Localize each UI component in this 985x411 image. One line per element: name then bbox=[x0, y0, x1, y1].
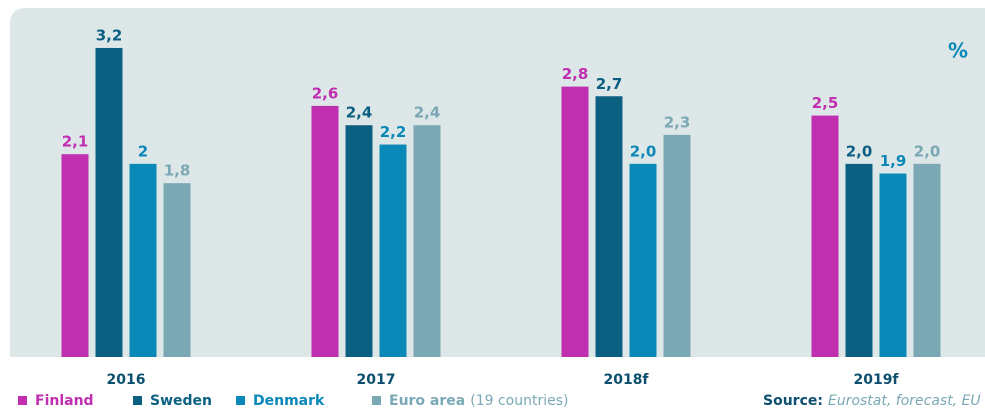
value-label: 2,2 bbox=[380, 123, 407, 141]
value-label: 2,0 bbox=[630, 142, 657, 160]
legend-note: (19 countries) bbox=[470, 393, 568, 409]
bar bbox=[561, 86, 589, 357]
bar bbox=[913, 163, 941, 357]
unit-label: % bbox=[948, 39, 968, 63]
bar bbox=[311, 105, 339, 358]
bar bbox=[129, 163, 157, 357]
value-label: 1,8 bbox=[164, 162, 191, 180]
legend-swatch bbox=[236, 396, 245, 405]
source-label: Source: bbox=[763, 393, 823, 409]
value-label: 2,5 bbox=[812, 94, 839, 112]
value-label: 2,7 bbox=[596, 75, 623, 93]
bar bbox=[879, 173, 907, 357]
bar bbox=[595, 96, 623, 357]
bar bbox=[663, 134, 691, 357]
x-tick-label: 2017 bbox=[357, 372, 396, 388]
plot-background bbox=[10, 8, 985, 357]
value-label: 2,6 bbox=[312, 84, 339, 102]
bar bbox=[811, 115, 839, 357]
bar bbox=[379, 144, 407, 357]
bar bbox=[61, 154, 89, 357]
legend-entry: Sweden bbox=[150, 393, 212, 409]
value-label: 2,3 bbox=[664, 113, 691, 131]
legend-entry: Finland bbox=[35, 393, 94, 409]
x-tick-label: 2019f bbox=[853, 372, 899, 388]
bar bbox=[345, 125, 373, 357]
value-label: 2,4 bbox=[346, 104, 373, 122]
legend-name: Euro area bbox=[389, 393, 465, 409]
legend-entry: Euro area (19 countries) bbox=[389, 393, 568, 409]
legend-name: Finland bbox=[35, 393, 94, 409]
value-label: 2,1 bbox=[62, 133, 89, 151]
value-label: 3,2 bbox=[96, 26, 123, 44]
x-tick-label: 2016 bbox=[107, 372, 146, 388]
value-label: 1,9 bbox=[880, 152, 907, 170]
value-label: 2,8 bbox=[562, 65, 589, 83]
source: Source: Eurostat, forecast, EU bbox=[763, 393, 981, 409]
x-tick-label: 2018f bbox=[603, 372, 649, 388]
bar bbox=[413, 125, 441, 357]
legend-entry: Denmark bbox=[253, 393, 325, 409]
value-label: 2,0 bbox=[914, 142, 941, 160]
legend-name: Denmark bbox=[253, 393, 325, 409]
value-label: 2,4 bbox=[414, 104, 441, 122]
legend-name: Sweden bbox=[150, 393, 212, 409]
legend-swatch bbox=[372, 396, 381, 405]
legend-swatch bbox=[18, 396, 27, 405]
bar bbox=[163, 183, 191, 357]
bar bbox=[95, 47, 123, 357]
value-label: 2 bbox=[138, 142, 148, 160]
bar bbox=[845, 163, 873, 357]
source-text: Eurostat, forecast, EU bbox=[828, 393, 981, 409]
legend-swatch bbox=[133, 396, 142, 405]
bar bbox=[629, 163, 657, 357]
value-label: 2,0 bbox=[846, 142, 873, 160]
